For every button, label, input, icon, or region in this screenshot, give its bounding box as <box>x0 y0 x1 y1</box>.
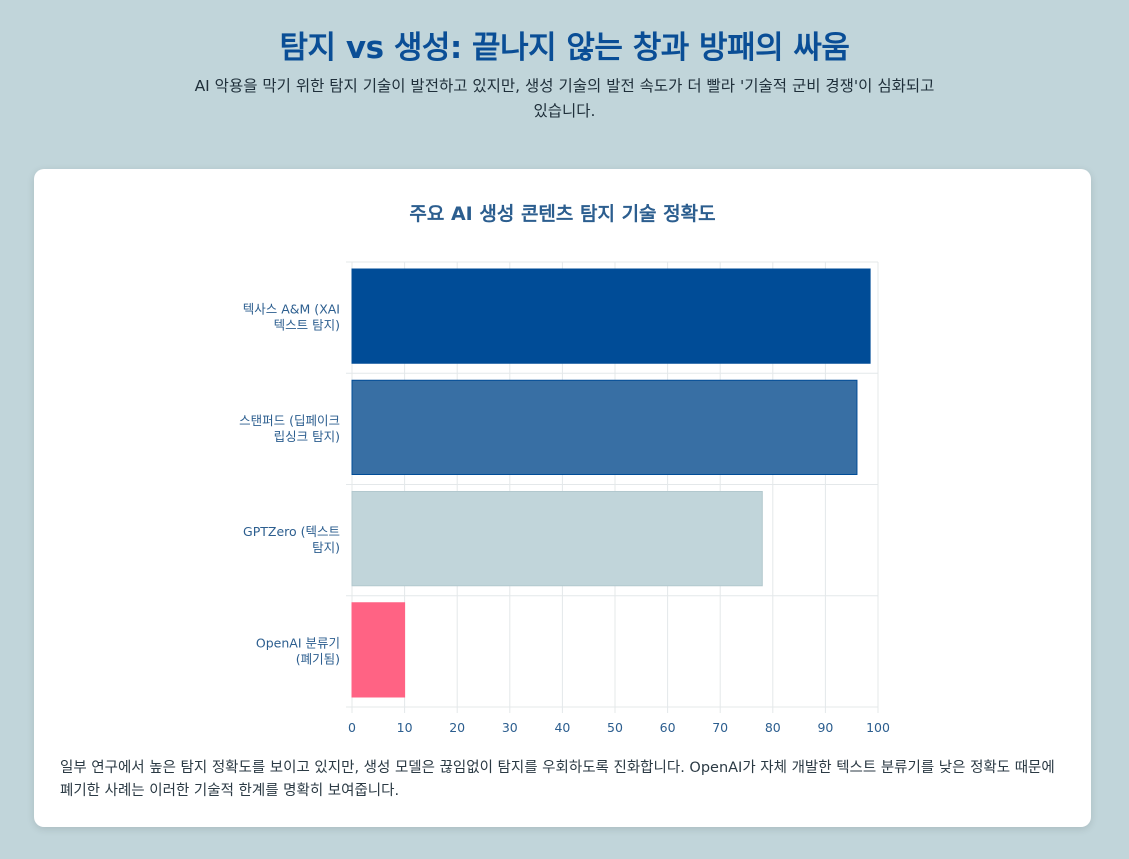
category-label: 탐지) <box>312 540 340 555</box>
x-axis-ticks: 0 10 20 30 40 50 60 70 80 90 100 <box>348 720 890 735</box>
category-label: 텍사스 A&M (XAI <box>243 302 340 317</box>
x-tick-label: 100 <box>866 720 890 735</box>
page-subtitle: AI 악용을 막기 위한 탐지 기술이 발전하고 있지만, 생성 기술의 발전 … <box>194 77 935 120</box>
x-tick-label: 50 <box>607 720 623 735</box>
chart-title: 주요 AI 생성 콘텐츠 탐지 기술 정확도 <box>409 203 716 225</box>
chart-note: 일부 연구에서 높은 탐지 정확도를 보이고 있지만, 생성 모델은 끊임없이 … <box>60 760 1055 799</box>
x-tick-label: 60 <box>660 720 676 735</box>
category-label: GPTZero (텍스트 <box>243 524 340 539</box>
bar[interactable] <box>351 491 763 587</box>
x-tick-label: 90 <box>817 720 833 735</box>
bar[interactable] <box>351 268 871 364</box>
category-label: 스탠퍼드 (딥페이크 <box>239 413 340 428</box>
chart-card: 주요 AI 생성 콘텐츠 탐지 기술 정확도 0 10 20 30 40 50 60 70 80… <box>34 169 1091 827</box>
page-title: 탐지 vs 생성: 끝나지 않는 창과 방패의 싸움 <box>279 30 850 66</box>
category-label: 텍스트 탐지) <box>274 318 340 333</box>
x-tick-label: 40 <box>554 720 570 735</box>
bars <box>351 268 871 698</box>
category-label: (폐기됨) <box>296 651 340 666</box>
x-tick-label: 0 <box>348 720 356 735</box>
category-label: OpenAI 분류기 <box>256 635 340 650</box>
category-label: 립싱크 탐지) <box>274 429 340 444</box>
x-tick-label: 30 <box>502 720 518 735</box>
x-tick-label: 70 <box>712 720 728 735</box>
x-tick-label: 20 <box>449 720 465 735</box>
x-tick-label: 80 <box>765 720 781 735</box>
bar[interactable] <box>351 379 858 475</box>
x-tick-label: 10 <box>397 720 413 735</box>
bar[interactable] <box>351 602 406 698</box>
